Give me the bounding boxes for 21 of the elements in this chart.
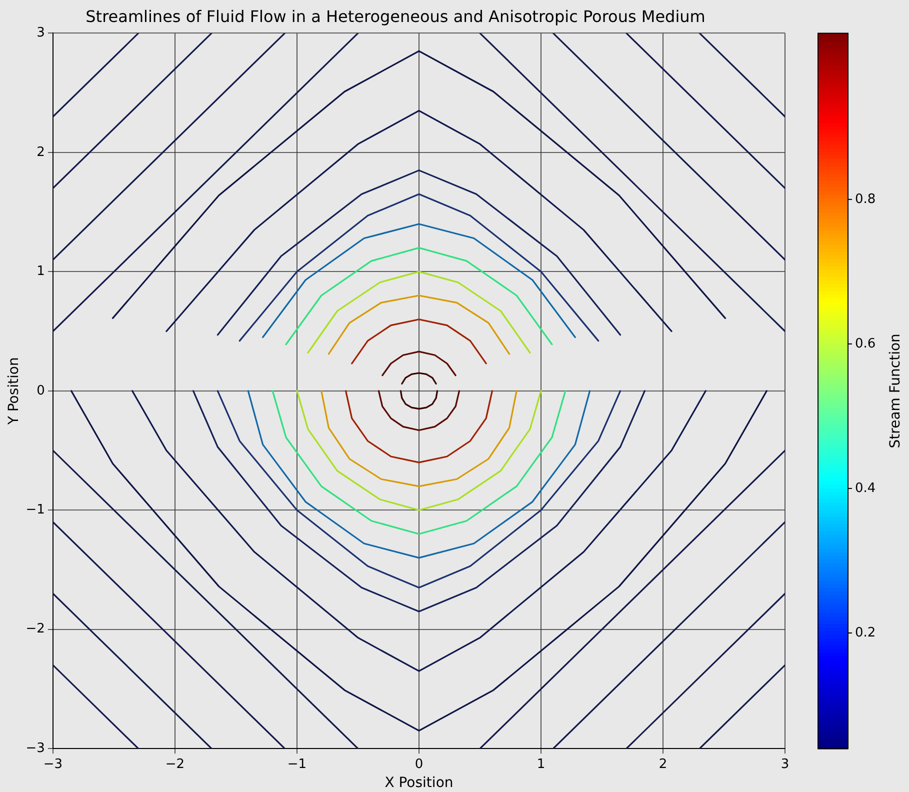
y-tick-label: −3 [26,740,45,756]
x-tick-label: 0 [414,756,424,772]
x-axis-title: X Position [384,775,454,792]
x-tick-label: 3 [780,756,790,772]
chart-title: Streamlines of Fluid Flow in a Heterogeneous and Anisotropic Porous Medium [86,6,706,26]
x-tick-label: 1 [536,756,546,772]
y-tick-label: 1 [36,264,45,280]
y-tick-label: 2 [36,144,45,160]
y-tick-label: 0 [36,383,45,398]
y-axis-title: Y Position [6,357,22,426]
x-tick-label: −1 [287,756,307,772]
color-bar-label: 0.4 [855,480,876,496]
color-bar-label: 0.6 [855,336,876,352]
y-tick-label: −1 [26,502,45,518]
x-tick-label: 2 [658,756,668,772]
color-bar-label: 0.2 [855,625,876,640]
color-bar-label: 0.8 [855,192,876,207]
y-tick-label: −2 [26,622,45,637]
color-bar-title: Stream Function [888,334,904,448]
y-tick-label: 3 [36,26,45,41]
x-tick-label: −2 [165,756,185,772]
